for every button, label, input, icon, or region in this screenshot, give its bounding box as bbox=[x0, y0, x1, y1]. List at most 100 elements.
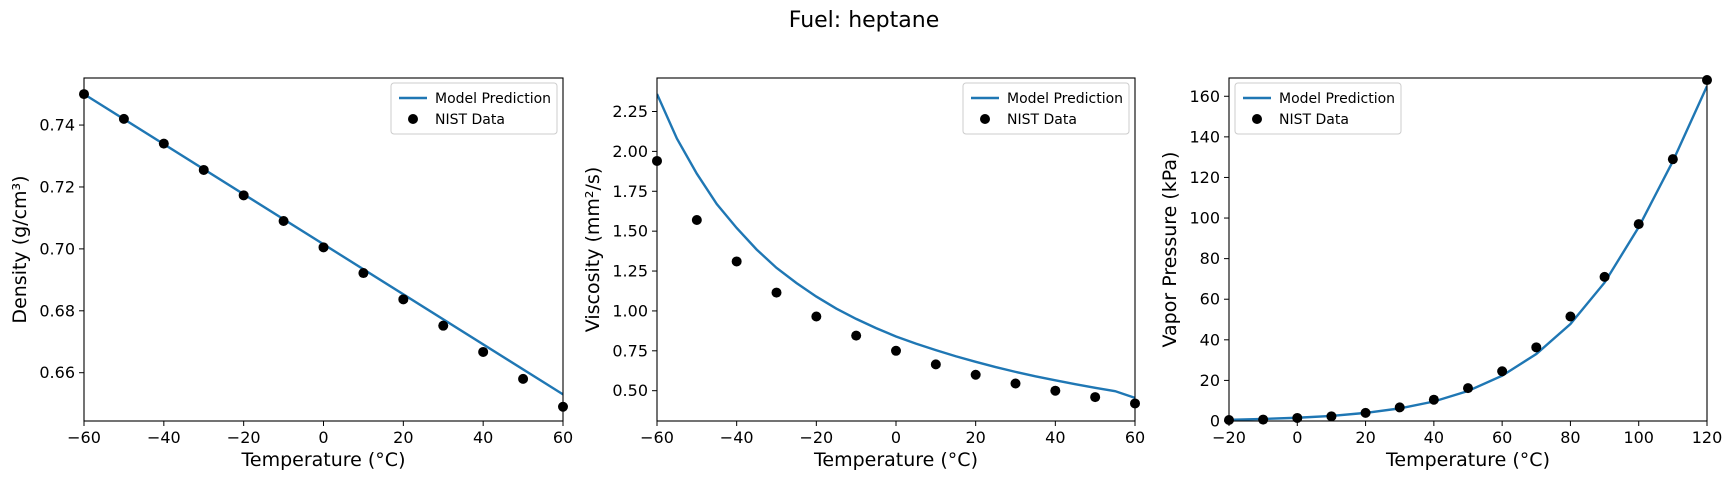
nist-data-point bbox=[811, 311, 822, 322]
y-tick-label: 1.25 bbox=[612, 262, 648, 281]
nist-data-point bbox=[1463, 383, 1473, 394]
x-axis-label: Temperature (°C) bbox=[1385, 449, 1550, 471]
nist-data-point bbox=[1258, 414, 1269, 425]
figure-title: Fuel: heptane bbox=[789, 8, 939, 33]
nist-data-point bbox=[970, 369, 981, 380]
x-tick-label: −40 bbox=[147, 428, 181, 447]
nist-data-point bbox=[518, 373, 529, 384]
x-tick-label: −20 bbox=[1212, 428, 1246, 447]
model-prediction-line bbox=[1229, 85, 1707, 421]
y-tick-label: 1.50 bbox=[612, 222, 648, 241]
y-axis-label: Viscosity (mm²/s) bbox=[582, 167, 604, 333]
x-axis-label: Temperature (°C) bbox=[241, 449, 406, 471]
nist-data-point bbox=[278, 216, 289, 227]
y-tick-label: 60 bbox=[1200, 290, 1220, 309]
nist-data-point bbox=[1360, 407, 1371, 418]
x-tick-label: 0 bbox=[1292, 428, 1302, 447]
x-tick-label: 0 bbox=[891, 428, 901, 447]
viscosity-subplot: −60 −40 −20 0 20 40 60 0.50 0.75 1.00 1.25 1.50 1.75… bbox=[582, 77, 1145, 471]
nist-data-point bbox=[1090, 392, 1101, 403]
legend-label: NIST Data bbox=[1007, 112, 1077, 128]
x-tick-label: 40 bbox=[473, 428, 493, 447]
vapor-pressure-subplot: −20 0 20 40 60 80 100 120020406080100120140160T… bbox=[1159, 75, 1722, 471]
y-tick-label: 80 bbox=[1200, 249, 1220, 268]
y-tick-label: 40 bbox=[1200, 330, 1220, 349]
x-tick-label: 40 bbox=[1045, 428, 1065, 447]
x-tick-label: −40 bbox=[720, 428, 754, 447]
nist-data-point bbox=[691, 214, 702, 225]
x-tick-label: 20 bbox=[1355, 428, 1375, 447]
legend-marker-swatch bbox=[1252, 114, 1262, 124]
x-tick-label: −20 bbox=[227, 428, 261, 447]
nist-data-point bbox=[478, 346, 489, 357]
plot-frame bbox=[83, 77, 564, 422]
y-axis-label: Density (g/cm³) bbox=[9, 175, 31, 323]
plot-frame bbox=[656, 77, 1136, 422]
x-tick-label: −60 bbox=[640, 428, 674, 447]
nist-data-point bbox=[358, 268, 369, 279]
nist-data-point bbox=[318, 242, 329, 253]
nist-data-point bbox=[891, 345, 901, 356]
y-tick-label: 2.00 bbox=[612, 142, 648, 161]
y-tick-label: 0.66 bbox=[39, 363, 75, 382]
y-tick-label: 0.75 bbox=[612, 341, 648, 360]
x-tick-label: −20 bbox=[799, 428, 833, 447]
legend-marker-swatch bbox=[408, 114, 418, 124]
nist-data-point bbox=[1667, 154, 1678, 165]
y-tick-label: 0.68 bbox=[39, 301, 75, 320]
density-subplot: −60 −40 −20 0 20 40 60 0.66 0.68 0.70 0.72 0.74 Temp… bbox=[9, 77, 573, 471]
x-tick-label: 20 bbox=[393, 428, 413, 447]
y-tick-label: 0.70 bbox=[39, 239, 75, 258]
x-tick-label: 0 bbox=[318, 428, 328, 447]
legend bbox=[390, 82, 558, 135]
nist-data-point bbox=[398, 294, 409, 305]
model-prediction-line bbox=[657, 93, 1135, 400]
x-tick-label: 60 bbox=[1492, 428, 1512, 447]
x-axis-label: Temperature (°C) bbox=[813, 449, 978, 471]
y-tick-label: 1.00 bbox=[612, 301, 648, 320]
nist-data-point bbox=[1633, 219, 1644, 230]
x-tick-label: 80 bbox=[1560, 428, 1580, 447]
x-tick-label: 120 bbox=[1692, 428, 1723, 447]
y-tick-label: 0.74 bbox=[39, 116, 75, 135]
nist-data-point bbox=[1010, 378, 1021, 389]
y-tick-label: 1.75 bbox=[612, 182, 648, 201]
nist-data-point bbox=[1428, 394, 1439, 405]
nist-data-point bbox=[1394, 402, 1405, 413]
nist-data-point bbox=[930, 359, 941, 370]
legend bbox=[1234, 82, 1402, 135]
legend-label: Model Prediction bbox=[1007, 91, 1123, 107]
y-tick-label: 120 bbox=[1189, 168, 1220, 187]
legend-marker-swatch bbox=[980, 114, 990, 124]
plot-frame bbox=[1228, 77, 1708, 422]
nist-data-point bbox=[1326, 411, 1337, 422]
legend-label: NIST Data bbox=[435, 112, 505, 128]
y-tick-label: 0.50 bbox=[612, 381, 648, 400]
nist-data-point bbox=[851, 330, 862, 341]
y-tick-label: 0.72 bbox=[39, 177, 75, 196]
nist-data-point bbox=[1531, 342, 1542, 353]
nist-data-point bbox=[771, 287, 782, 298]
nist-data-point bbox=[438, 320, 449, 331]
x-tick-label: 60 bbox=[553, 428, 573, 447]
nist-data-point bbox=[158, 138, 169, 149]
nist-data-point bbox=[238, 190, 249, 201]
nist-data-point bbox=[1565, 311, 1576, 322]
y-tick-label: 20 bbox=[1200, 371, 1220, 390]
nist-data-point bbox=[731, 256, 742, 267]
y-tick-label: 0 bbox=[1210, 412, 1220, 431]
y-tick-label: 160 bbox=[1189, 87, 1220, 106]
nist-data-point bbox=[1599, 271, 1610, 282]
nist-data-point bbox=[118, 113, 129, 124]
legend bbox=[962, 82, 1130, 135]
y-axis-label: Vapor Pressure (kPa) bbox=[1159, 152, 1181, 348]
legend-label: Model Prediction bbox=[435, 91, 551, 107]
y-tick-label: 140 bbox=[1189, 127, 1220, 146]
y-tick-label: 2.25 bbox=[612, 102, 648, 121]
y-tick-label: 100 bbox=[1189, 209, 1220, 228]
x-tick-label: 20 bbox=[965, 428, 985, 447]
legend-label: Model Prediction bbox=[1279, 91, 1395, 107]
nist-data-point bbox=[1050, 385, 1061, 396]
x-tick-label: 60 bbox=[1125, 428, 1145, 447]
